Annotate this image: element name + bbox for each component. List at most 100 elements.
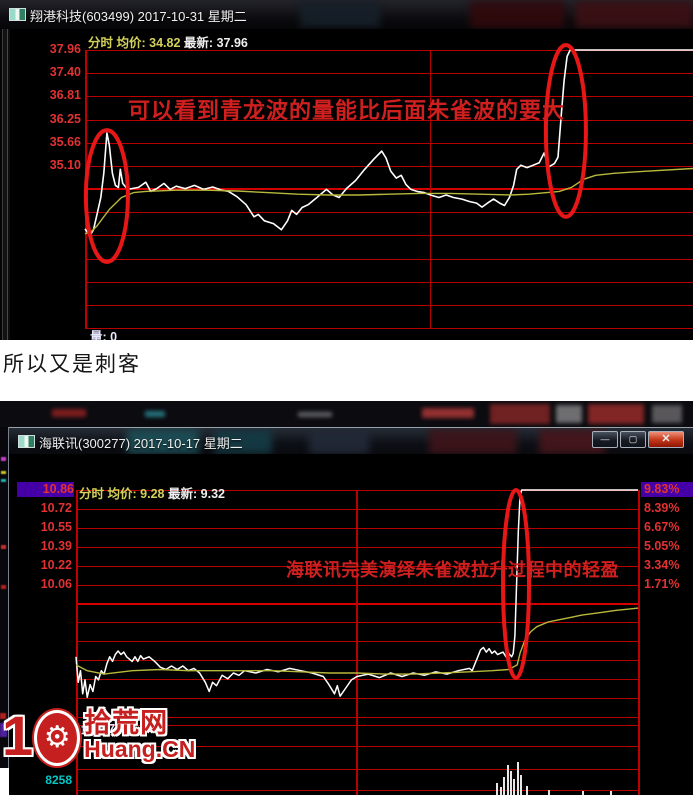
titlebar-blur-decor: [127, 429, 199, 454]
chart2-avg-label: 均价:: [107, 487, 137, 501]
price-tick-label: 10.39: [40, 538, 72, 553]
background-decor: [1, 479, 6, 482]
price-line: [75, 489, 638, 699]
titlebar-blur-decor: [300, 2, 380, 27]
price-tick-label: 10.06: [40, 576, 72, 591]
percent-tick-label: 6.67%: [644, 519, 680, 534]
background-decor: [1, 471, 6, 474]
volume-bar: [609, 791, 612, 795]
gear-logo-icon: ⚙: [34, 710, 81, 766]
percent-tick-label: 6.67%: [644, 671, 680, 686]
price-tick-label: 31.06: [49, 320, 81, 334]
chart2-last-value: 9.32: [200, 487, 225, 501]
background-app-strip: [0, 401, 693, 427]
price-tick-label: 33.95: [49, 204, 81, 219]
watermark-text-block: 拾荒网 Huang.CN: [84, 708, 196, 762]
volume-bar: [499, 787, 502, 795]
chart2-header: 分时 均价: 9.28 最新: 9.32: [79, 483, 225, 502]
price-tick-label: 9.07: [47, 690, 72, 705]
price-tick-label: 37.40: [49, 65, 81, 80]
avg_price-line: [84, 167, 693, 235]
percent-tick-label: 8.30%: [644, 690, 680, 705]
background-decor: [52, 409, 86, 417]
percent-tick-label: 9.83%: [641, 482, 693, 497]
background-decor: [145, 411, 165, 417]
stock-window-xianggang: 翔港科技(603499) 2017-10-31 星期二 分时 均价: 34.82…: [0, 0, 693, 340]
volume-bar: [581, 791, 584, 795]
window2-left-background: [0, 427, 8, 768]
volume-bar: [520, 775, 522, 795]
watermark-site-name: 拾荒网: [84, 708, 169, 738]
price-tick-label: 36.81: [49, 88, 81, 103]
gridline: [85, 304, 693, 306]
price-tick-label: 10.86: [17, 482, 74, 497]
percent-tick-label: 1.62%: [644, 614, 680, 629]
percent-tick-label: 10.01%: [644, 709, 687, 723]
window1-app-icon: [9, 8, 26, 21]
close-button[interactable]: ✕: [648, 431, 684, 448]
window2-title: 海联讯(300277) 2017-10-17 星期二: [39, 436, 243, 451]
highlight-ellipse-annotation: [83, 128, 130, 264]
price-tick-label: 34.51: [49, 181, 81, 195]
chart1-area[interactable]: 分时 均价: 34.82 最新: 37.96 可以看到青龙波的量能比后面朱雀波的…: [10, 29, 693, 340]
gridline: [85, 235, 693, 237]
background-decor: [298, 412, 332, 417]
chart1-last-label: 最新:: [183, 36, 214, 50]
background-decor: [1, 585, 6, 589]
price-tick-label: 10.55: [40, 519, 72, 534]
avg_price-line: [75, 607, 639, 675]
volume-scale-label: 8258: [45, 773, 72, 787]
price-lines-svg: [75, 488, 639, 699]
highlight-ellipse-annotation: [501, 488, 531, 680]
gridline: [85, 281, 693, 283]
price-tick-label: 9.89: [47, 595, 72, 610]
background-decor: [652, 405, 682, 423]
price-tick-label: 9.73: [47, 614, 72, 629]
window1-body: 分时 均价: 34.82 最新: 37.96 可以看到青龙波的量能比后面朱雀波的…: [0, 29, 693, 340]
watermark-domain: Huang.CN: [84, 736, 196, 762]
volume-bar: [525, 786, 528, 795]
maximize-button[interactable]: ▢: [620, 431, 646, 448]
price-tick-label: 35.10: [49, 157, 81, 172]
background-decor: [0, 723, 7, 737]
chart1-avg-value: 34.82: [149, 36, 181, 50]
volume-bar: [509, 771, 512, 795]
volume-gridline: [76, 746, 638, 747]
volume-gridline: [76, 769, 638, 770]
watermark-number: 1: [2, 704, 34, 767]
highlight-ellipse-annotation: [543, 43, 588, 219]
percent-tick-label: 0.00%: [644, 595, 680, 610]
gridline: [85, 96, 693, 98]
window2-titlebar[interactable]: 海联讯(300277) 2017-10-17 星期二 — ▢ ✕: [9, 427, 693, 454]
window1-title: 翔港科技(603499) 2017-10-31 星期二: [30, 9, 247, 24]
minimize-button[interactable]: —: [592, 431, 618, 448]
session-divider-line: [355, 490, 358, 795]
volume-bar: [506, 765, 509, 795]
chart2-volume-label: 量: 374: [81, 722, 122, 736]
chart1-last-value: 37.96: [216, 36, 248, 50]
percent-tick-label: 1.71%: [644, 576, 680, 591]
gridline: [85, 328, 693, 329]
price-tick-label: 9.40: [47, 652, 72, 667]
window1-titlebar[interactable]: 翔港科技(603499) 2017-10-31 星期二: [0, 0, 693, 30]
percent-tick-label: 8.39%: [644, 500, 680, 515]
price-tick-label: 10.22: [40, 557, 72, 572]
titlebar-blur-decor: [429, 429, 517, 454]
price-tick-label: 9.23: [47, 671, 72, 686]
price-tick-label: 32.80: [49, 250, 81, 265]
background-decor: [588, 404, 644, 424]
price-tick-label: 32.21: [49, 273, 81, 288]
chart2-annotation: 海联讯完美演绎朱雀波拉升过程中的轻盈: [286, 560, 619, 580]
volume-gridline: [76, 790, 638, 791]
titlebar-blur-decor: [214, 430, 272, 454]
site-watermark: 1 ⚙ 拾荒网 Huang.CN: [2, 704, 196, 767]
gridline: [85, 212, 693, 214]
percent-tick-label: 3.34%: [644, 633, 680, 648]
volume-bar: [513, 779, 516, 795]
window2-app-icon: [18, 435, 35, 448]
chart1-annotation: 可以看到青龙波的量能比后面朱雀波的要大: [128, 98, 566, 123]
price-tick-label: 10.72: [40, 500, 72, 515]
price-tick-label: 31.65: [49, 296, 81, 311]
price-tick-label: 36.25: [49, 111, 81, 126]
background-decor: [490, 404, 550, 424]
